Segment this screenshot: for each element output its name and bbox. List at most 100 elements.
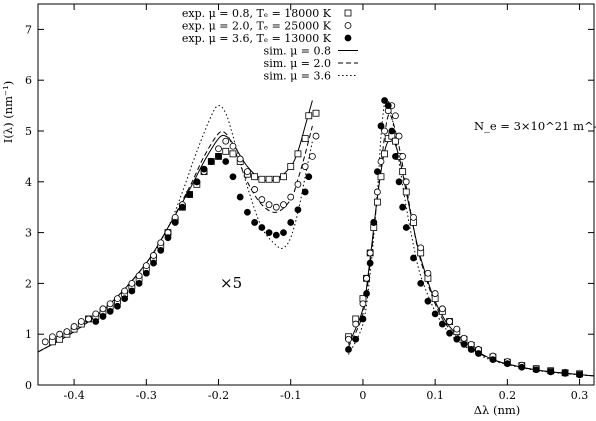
data-point-filled-circle	[373, 168, 381, 176]
x-tick-label: 0.2	[499, 389, 517, 402]
y-tick-label: 5	[25, 125, 32, 138]
data-point-filled-circle	[489, 356, 497, 364]
x-tick-label: 0.3	[571, 389, 589, 402]
data-point-filled-circle	[363, 290, 370, 297]
x-tick-label: -0.3	[136, 389, 157, 402]
x-tick-label: -0.1	[280, 389, 301, 402]
data-point-open-circle	[251, 186, 259, 193]
data-point-filled-circle	[503, 360, 511, 368]
y-tick-labels: 0 1 2 3 4 5 6 7	[25, 23, 32, 392]
data-point-open-circle	[77, 318, 85, 325]
data-point-open-circle	[236, 155, 244, 163]
x-tick-label: 0.1	[426, 389, 444, 402]
data-point-filled-circle	[186, 191, 194, 198]
data-point-filled-circle	[135, 279, 143, 287]
data-point-open-circle	[381, 127, 388, 135]
data-point-open-square	[294, 150, 302, 158]
y-axis-title: I(λ) (nm⁻¹)	[1, 81, 15, 143]
data-point-filled-circle	[384, 102, 392, 109]
data-point-open-circle	[229, 142, 237, 150]
data-point-filled-circle	[222, 158, 230, 165]
data-point-filled-circle	[352, 335, 360, 343]
data-point-filled-circle	[128, 287, 136, 295]
legend-marker-open-circle	[344, 22, 352, 29]
data-point-filled-circle	[424, 297, 432, 305]
y-tick-label: 3	[25, 227, 32, 240]
data-point-filled-circle	[106, 307, 114, 315]
data-point-open-circle	[366, 249, 374, 257]
data-point-filled-circle	[532, 366, 540, 374]
data-point-filled-circle	[410, 254, 417, 262]
data-point-open-circle	[135, 272, 143, 280]
data-point-open-circle	[312, 132, 320, 140]
data-point-filled-circle	[388, 127, 396, 135]
data-point-filled-circle	[171, 219, 179, 226]
data-point-filled-circle	[236, 193, 244, 201]
data-point-filled-circle	[377, 122, 385, 130]
legend-marker-open-square	[344, 9, 352, 17]
data-point-open-circle	[280, 201, 287, 209]
data-point-open-circle	[92, 310, 100, 318]
data-point-open-circle	[392, 112, 399, 120]
data-point-filled-circle	[272, 231, 280, 239]
y-tick-label: 7	[25, 23, 32, 36]
legend-label: exp. μ = 2.0, Tₑ = 25000 K	[182, 20, 332, 33]
data-point-filled-circle	[99, 313, 107, 320]
y-tick-label: 2	[25, 277, 32, 290]
data-point-open-square	[381, 150, 388, 158]
data-point-open-circle	[222, 137, 230, 145]
data-point-open-circle	[453, 325, 461, 333]
data-point-open-square	[229, 150, 237, 158]
data-point-open-square	[373, 198, 381, 206]
data-point-open-circle	[438, 305, 446, 313]
data-point-open-circle	[70, 323, 78, 330]
axis-ticks	[38, 4, 594, 386]
data-point-open-square	[258, 175, 266, 183]
data-point-filled-circle	[164, 234, 172, 242]
data-point-filled-circle	[121, 295, 129, 303]
data-point-filled-circle	[150, 259, 157, 267]
data-point-filled-circle	[475, 350, 482, 357]
data-point-filled-circle	[142, 269, 150, 277]
data-point-filled-circle	[366, 259, 374, 267]
data-point-open-circle	[121, 287, 129, 295]
data-point-open-square	[312, 109, 320, 117]
data-point-filled-circle	[446, 329, 453, 337]
data-point-filled-circle	[157, 246, 165, 254]
sim-line-dashed	[38, 125, 313, 353]
legend-label: exp. μ = 0.8, Tₑ = 18000 K	[182, 7, 332, 20]
data-point-open-circle	[85, 315, 92, 323]
data-point-filled-circle	[392, 152, 399, 160]
data-point-filled-circle	[193, 178, 201, 186]
data-point-filled-circle	[453, 335, 461, 343]
data-point-filled-circle	[114, 302, 121, 310]
x-tick-label: -0.4	[63, 389, 84, 402]
data-point-filled-circle	[244, 208, 251, 216]
data-point-open-circle	[63, 328, 71, 336]
data-point-filled-circle	[251, 219, 259, 226]
data-point-open-circle	[301, 163, 309, 170]
data-point-filled-circle	[265, 229, 273, 237]
y-tick-label: 0	[25, 379, 32, 392]
data-point-open-circle	[431, 290, 439, 297]
legend-marker-filled-circle	[344, 34, 352, 42]
y-tick-label: 1	[25, 328, 32, 341]
data-point-open-square	[301, 135, 309, 143]
data-point-open-circle	[359, 300, 367, 308]
data-point-open-circle	[114, 295, 121, 303]
data-point-filled-circle	[370, 219, 378, 226]
data-point-open-circle	[377, 158, 385, 165]
data-point-open-square	[392, 137, 399, 145]
legend-label: exp. μ = 3.6, Tₑ = 13000 K	[182, 32, 332, 45]
data-point-filled-circle	[576, 371, 583, 379]
data-point-open-circle	[399, 152, 407, 160]
data-point-filled-circle	[345, 346, 352, 353]
data-point-filled-circle	[287, 219, 295, 226]
data-point-open-circle	[363, 274, 370, 282]
data-point-filled-circle	[92, 318, 100, 325]
data-point-filled-circle	[561, 369, 569, 377]
data-point-open-square	[222, 147, 230, 155]
data-point-filled-circle	[229, 173, 237, 181]
sim-line-solid	[348, 138, 594, 377]
data-point-open-circle	[157, 239, 165, 247]
